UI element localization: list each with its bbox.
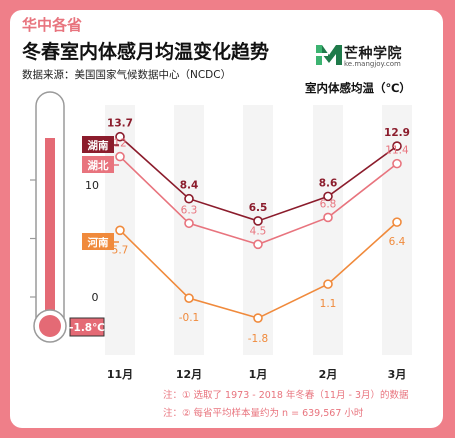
data-label: 11.4 [385, 145, 409, 157]
tick-label-10: 10 [85, 179, 99, 192]
data-point [184, 193, 194, 204]
data-label: 5.7 [112, 244, 129, 256]
data-point [253, 313, 263, 323]
data-point [115, 131, 125, 142]
legend-label: 湖北 [88, 159, 109, 172]
data-label: -0.1 [179, 312, 200, 324]
logo: 芒种学院 ke.mangjoy.com [316, 43, 428, 69]
data-label: 6.8 [320, 198, 337, 210]
legend-label: 湖南 [88, 139, 109, 152]
thermometer: 10 5 0 -1.8℃ [30, 91, 105, 343]
logo-url: ke.mangjoy.com [344, 60, 401, 68]
x-axis: 11月 12月 1月 2月 3月 [107, 368, 406, 381]
data-point [392, 217, 402, 227]
thermometer-mercury [45, 138, 55, 328]
data-label: 6.4 [389, 236, 406, 248]
x-tick-label: 3月 [388, 368, 407, 381]
legend-item: 湖北 [82, 156, 119, 173]
min-value-badge [69, 317, 105, 337]
data-point [253, 216, 263, 226]
y-axis-unit-label: 室内体感均温（℃） [305, 81, 411, 95]
data-point [184, 293, 194, 303]
chart-card [10, 10, 443, 428]
legend-label: 河南 [88, 236, 109, 249]
data-point [253, 239, 263, 250]
legend-item: 湖南 [82, 136, 119, 153]
data-point [115, 225, 125, 236]
data-label: 12 [113, 138, 126, 150]
data-source: 数据来源：美国国家气候数据中心（NCDC） [22, 69, 232, 81]
data-label: 13.7 [107, 118, 133, 130]
x-tick-label: 2月 [319, 368, 338, 381]
data-label: -1.8 [248, 333, 269, 345]
data-point [323, 279, 333, 289]
x-tick-label: 12月 [176, 368, 202, 381]
data-label: 12.9 [384, 127, 410, 139]
data-label: 4.5 [250, 225, 267, 237]
page-title: 冬春室内体感月均温变化趋势 [22, 41, 270, 63]
x-tick-label: 11月 [107, 368, 133, 381]
x-tick-label: 1月 [249, 368, 268, 381]
data-label: 6.5 [249, 202, 268, 214]
legend-badge [82, 233, 114, 250]
data-point [115, 151, 125, 162]
logo-name: 芒种学院 [344, 46, 402, 62]
grid-column [313, 105, 343, 355]
thermometer-ticks [30, 179, 36, 298]
data-point [392, 141, 402, 151]
region-title: 华中各省 [22, 16, 83, 34]
tick-label-0: 0 [92, 291, 99, 304]
legend-badge [82, 136, 114, 153]
data-point [184, 218, 194, 229]
thermometer-bulb [39, 315, 61, 337]
logo-mark-icon [316, 45, 342, 65]
data-label: 8.4 [180, 180, 199, 192]
note-2: 注：② 每省平均样本量约为 n = 639,567 小时 [163, 407, 364, 419]
data-label: 8.6 [319, 177, 338, 189]
data-point [392, 158, 402, 169]
min-value-label: -1.8℃ [69, 322, 105, 334]
data-point [323, 212, 333, 223]
data-label: 6.3 [181, 204, 198, 216]
data-label: 1.1 [320, 298, 337, 310]
legend-item: 河南 [82, 233, 119, 250]
legend-badge [82, 156, 114, 173]
note-1: 注：① 选取了 1973 - 2018 年冬春（11月 - 3月）的数据 [163, 389, 409, 401]
data-point [323, 191, 333, 202]
grid-column [174, 105, 204, 355]
series-layer: 13.7 8.4 6.5 8.6 12.9 12 6.3 4.5 6.8 11.4 5.7 -0.1 -… [107, 118, 410, 345]
